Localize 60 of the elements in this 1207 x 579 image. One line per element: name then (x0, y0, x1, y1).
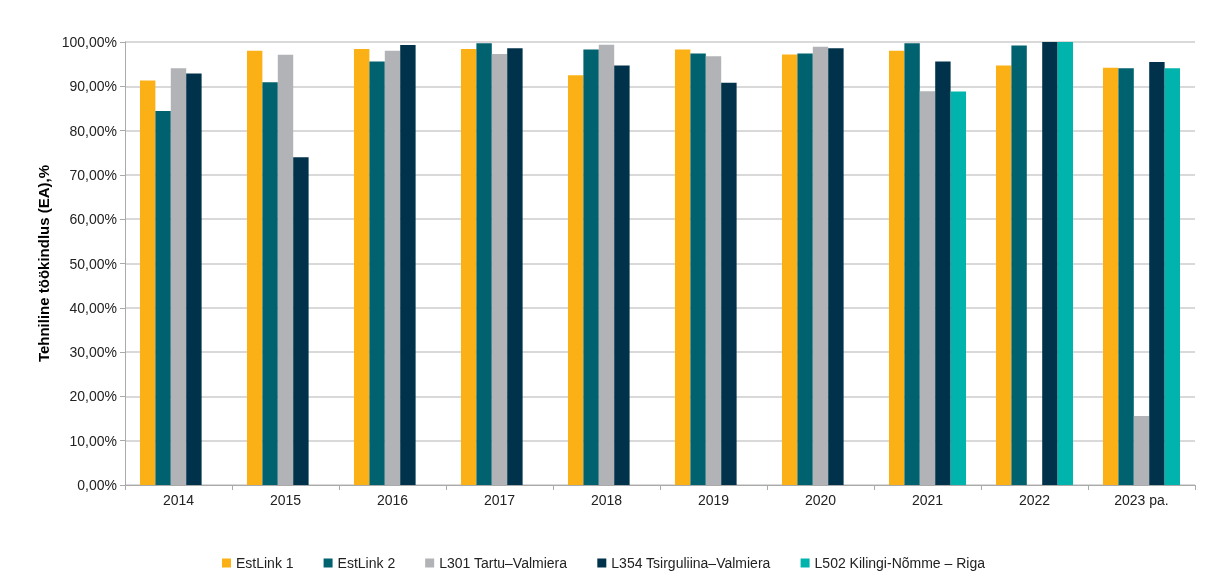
bar (460, 49, 477, 485)
y-tick-label: 0,00% (77, 477, 117, 493)
legend-label: EstLink 1 (236, 555, 294, 571)
legend-label: L502 Kilingi-Nõmme – Riga (814, 555, 986, 571)
bar (369, 61, 385, 485)
x-tick-label: 2016 (376, 492, 409, 508)
bar (262, 82, 278, 485)
legend-label: L301 Tartu–Valmiera (439, 555, 568, 571)
y-tick-label: 20,00% (69, 388, 117, 405)
bar (690, 53, 706, 485)
bar (721, 82, 737, 485)
bar (904, 43, 920, 485)
bar (674, 49, 691, 485)
bar (1164, 68, 1181, 485)
bar (1149, 61, 1165, 485)
bar (476, 43, 492, 485)
x-tick-label: 2018 (590, 492, 623, 508)
bar (246, 50, 263, 485)
bar (995, 65, 1012, 485)
y-axis-title: Tehniline töökindlus (EA),% (34, 164, 52, 363)
x-tick-label: 2023 pa. (1114, 492, 1169, 508)
bar (139, 80, 156, 485)
x-tick-label: 2015 (269, 492, 302, 508)
bar (186, 73, 202, 485)
bar (583, 49, 599, 485)
bar (155, 111, 171, 485)
y-tick-label: 100,00% (61, 34, 117, 50)
y-tick-label: 90,00% (69, 78, 117, 95)
bar (888, 50, 905, 485)
bar (567, 75, 584, 485)
bar (1102, 67, 1119, 485)
bar (353, 49, 370, 485)
bar (1011, 45, 1027, 485)
y-tick-label: 30,00% (69, 344, 117, 361)
bar (1042, 42, 1058, 485)
x-tick-label: 2020 (804, 492, 837, 508)
bar (400, 45, 416, 485)
legend-label: EstLink 2 (337, 555, 396, 571)
x-tick-label: 2021 (911, 492, 944, 508)
bar (507, 48, 523, 485)
y-tick-label: 70,00% (69, 166, 117, 183)
y-tick-label: 60,00% (69, 211, 117, 228)
y-tick-label: 80,00% (69, 122, 117, 139)
bar (828, 48, 844, 485)
legend-label: L354 Tsirguliina–Valmiera (611, 555, 771, 571)
bar (797, 53, 813, 485)
y-tick-label: 10,00% (69, 432, 117, 449)
x-tick-label: 2019 (697, 492, 730, 508)
bar (293, 157, 309, 485)
y-tick-label: 50,00% (69, 255, 117, 272)
x-tick-label: 2017 (483, 492, 516, 508)
bar (950, 91, 967, 485)
x-tick-label: 2022 (1018, 492, 1051, 508)
bar (614, 65, 630, 485)
y-tick-label: 40,00% (69, 299, 117, 316)
bar (1057, 42, 1074, 485)
bar (935, 61, 951, 485)
bar (781, 54, 798, 485)
bar (1118, 68, 1134, 485)
x-tick-label: 2014 (162, 492, 195, 508)
